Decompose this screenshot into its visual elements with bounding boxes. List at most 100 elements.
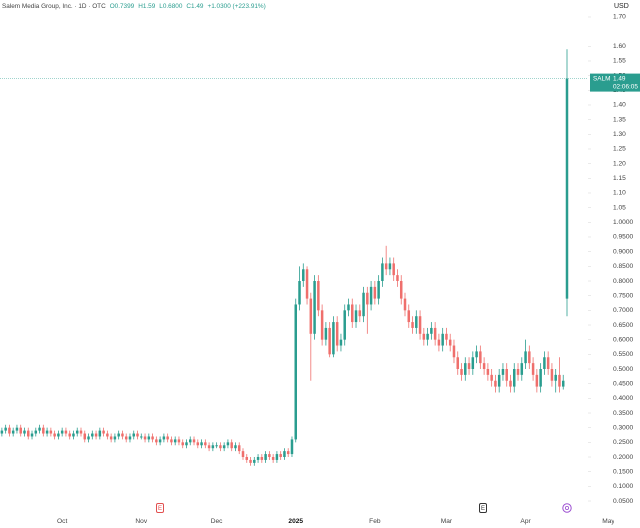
candle-body [185,442,188,446]
candle-body [260,457,264,460]
candle-body [339,339,343,346]
axis-unit: USD [614,3,629,10]
y-tick-label: 0.1000 [613,483,634,490]
candle-body [230,442,233,449]
candle-body [403,298,407,311]
candle-body [275,454,279,460]
candle-body [158,439,162,443]
candle-body [328,327,331,355]
candle-body [426,333,429,340]
candle-body [490,374,493,381]
time-axis: Oct Nov Dec 2025 Feb Mar Apr May [57,518,615,525]
x-tick-label: Apr [520,518,531,525]
candle-body [381,263,384,282]
candle-body [222,445,226,449]
x-tick-label: May [602,518,615,525]
y-tick-label: 0.2500 [613,439,634,446]
candle-body [513,369,516,387]
x-tick-label: 2025 [288,518,303,525]
candle-body [286,451,290,455]
y-tick-label: 1.0000 [613,219,634,226]
candle-body [433,327,437,340]
candle-body [143,436,147,440]
event-marker[interactable]: E [479,503,487,513]
candle-body [283,451,286,458]
candle-body [384,263,388,270]
price-tag-value: 1.49 [613,75,626,82]
candle-body [234,445,237,449]
candle-body [106,433,109,437]
candle-body [320,310,324,340]
candle-body [151,436,154,440]
candle-body [102,430,105,434]
candle-body [388,263,392,270]
candle-body [392,263,395,276]
candle-body [241,451,245,458]
event-label[interactable]: E [481,506,485,512]
candle-body [347,304,350,311]
candle-body [268,454,271,458]
candle-body [136,433,139,437]
candle-body [399,281,403,299]
candle-body [279,454,282,458]
candle-body [373,286,377,299]
candle-body [79,430,83,434]
candle-body [335,322,339,346]
candle-body [535,374,539,387]
candle-body [324,327,328,340]
candle-body [8,427,11,434]
legend-value: L0.6800 [159,3,183,10]
candle-body [411,322,414,328]
x-tick-label: Feb [369,518,381,525]
event-label[interactable]: E [158,506,162,512]
candle-body [189,439,192,443]
candle-body [445,333,448,340]
dividend-icon[interactable] [562,503,572,513]
candle-body [45,430,49,434]
candle-body [132,433,135,437]
candle-body [245,457,249,460]
y-tick-label: 0.3500 [613,410,634,417]
event-badge[interactable] [156,503,164,513]
candle-body [53,433,56,437]
legend-value: C1.49 [186,3,203,10]
candle-body [147,436,151,440]
candles [0,49,569,466]
candle-body [456,357,459,370]
candle-body [332,322,335,355]
y-tick-label: 1.35 [613,116,626,123]
candle-body [565,78,569,299]
x-tick-label: Oct [57,518,67,525]
candle-body [298,281,301,305]
candle-body [91,433,94,437]
candle-body [418,316,422,334]
candle-body [215,445,218,447]
candle-body [516,369,520,375]
candle-body [354,310,358,323]
event-badge[interactable] [479,503,487,513]
y-tick-label: 1.60 [613,43,626,50]
candle-body [253,459,256,463]
candle-body [60,430,64,434]
y-tick-label: 0.9500 [613,234,634,241]
y-tick-label: 0.4500 [613,380,634,387]
y-tick-label: 1.30 [613,131,626,138]
candle-body [309,298,313,334]
candle-body [256,457,260,460]
candle-body [173,439,177,443]
y-tick-label: 0.0500 [613,498,634,505]
y-tick-label: 0.5000 [613,366,634,373]
candle-body [207,445,211,449]
event-marker[interactable]: E [156,503,164,513]
chart-title: Salem Media Group, Inc. · 1D · OTC [2,3,106,10]
y-tick-label: 0.6000 [613,336,634,343]
candle-body [396,275,399,282]
candle-body [192,439,196,443]
dividend-marker[interactable] [562,503,572,513]
candle-body [42,427,45,434]
y-tick-label: 0.7000 [613,307,634,314]
candle-body [98,430,102,437]
candle-body [313,281,316,334]
candle-body [75,430,79,434]
